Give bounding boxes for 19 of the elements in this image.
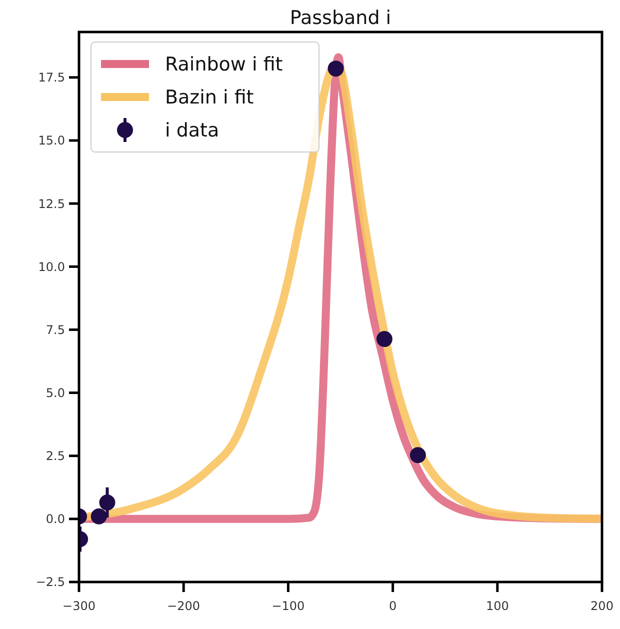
y-tick-label: 10.0 [38, 260, 65, 274]
y-tick-label: 17.5 [38, 70, 65, 85]
x-tick-label: 0 [388, 599, 397, 613]
x-tick-label: −200 [167, 599, 200, 613]
y-tick-label: 15.0 [38, 134, 65, 148]
y-tick-label: −2.5 [36, 575, 65, 590]
x-tick-label: −300 [62, 599, 96, 613]
y-tick-label: 12.5 [38, 196, 65, 211]
legend-label: Bazin i fit [165, 86, 254, 109]
y-tick-label: 2.5 [46, 449, 65, 464]
x-tick-label: 100 [486, 599, 509, 613]
y-tick-label: 5.0 [46, 386, 65, 400]
legend-label: i data [165, 120, 220, 142]
x-tick-label: −100 [272, 599, 305, 613]
y-tick-label: 0.0 [46, 512, 65, 526]
x-tick-label: 200 [590, 599, 614, 613]
chart-title: Passband i [290, 7, 392, 29]
y-tick-label: 7.5 [46, 322, 65, 337]
legend-label: Rainbow i fit [165, 54, 283, 76]
